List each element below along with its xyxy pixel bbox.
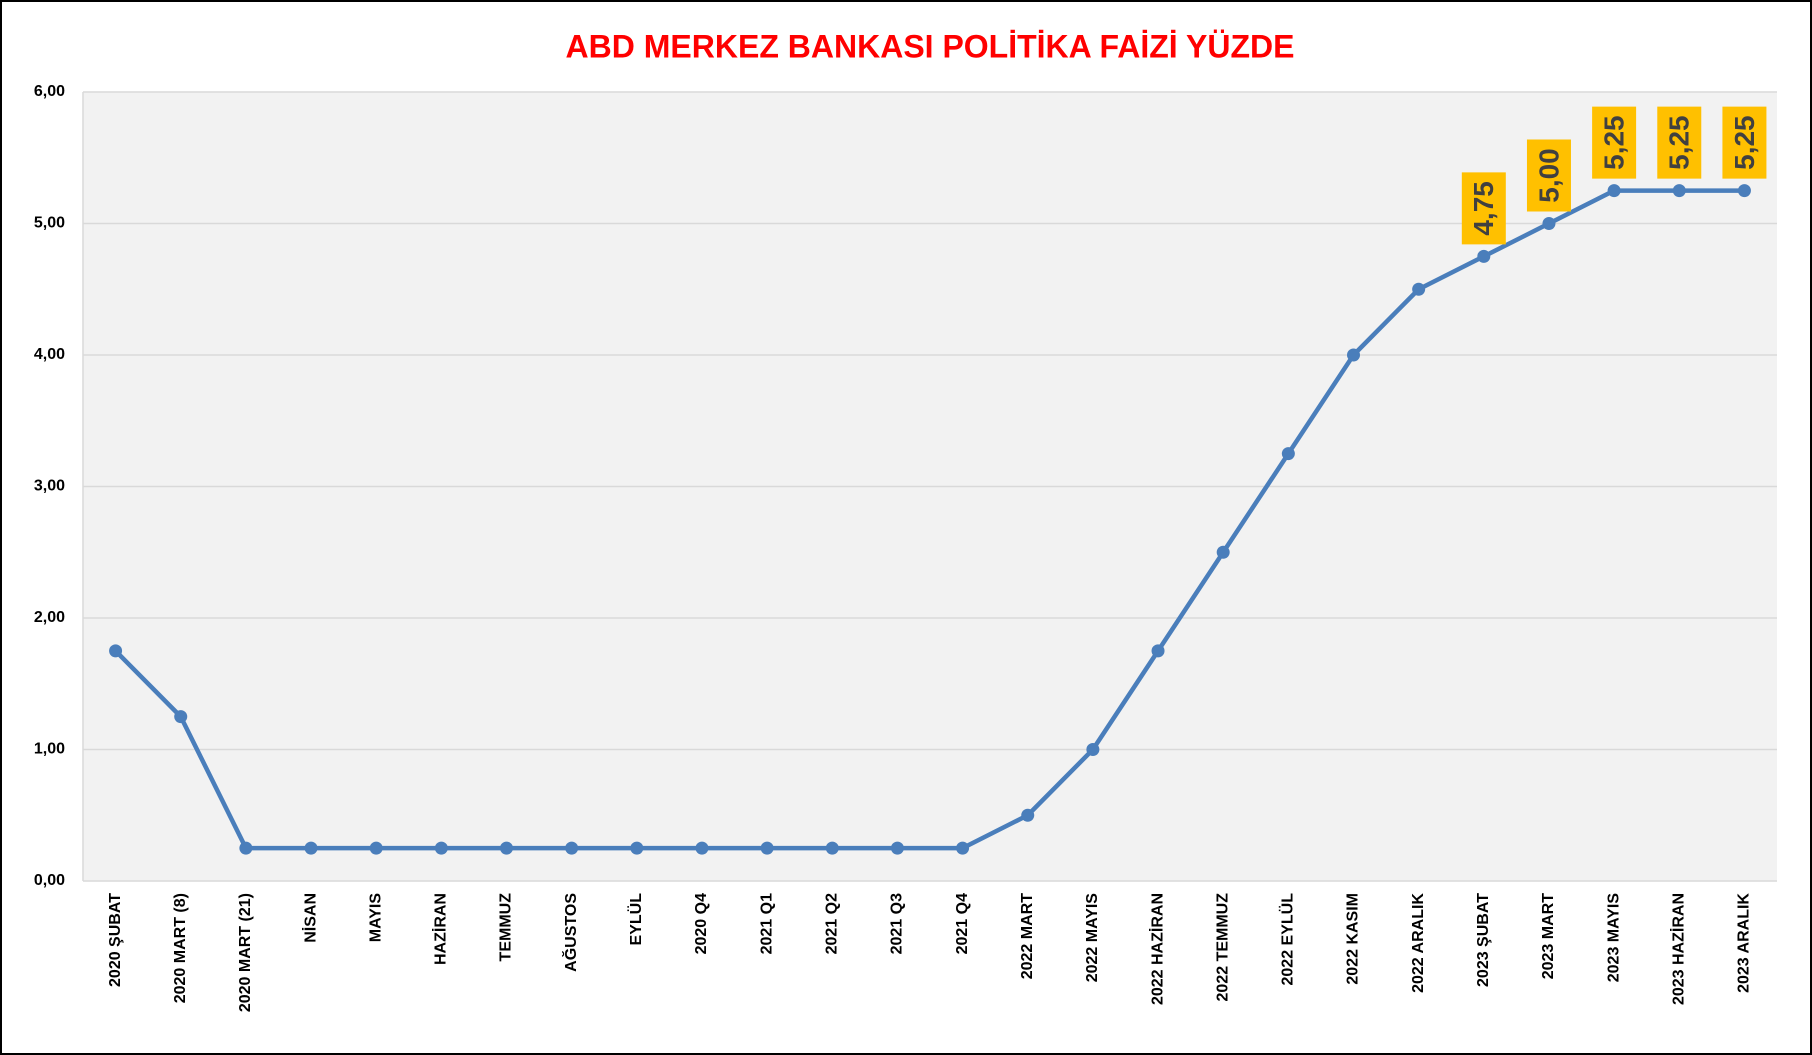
point [1672, 184, 1686, 198]
point [1086, 743, 1100, 756]
point [1737, 184, 1751, 198]
x-tick-label: 2022 ARALIK [1410, 893, 1427, 993]
point [1412, 282, 1426, 296]
x-tick-label: 2022 KASIM [1345, 893, 1362, 985]
line [113, 188, 1745, 851]
point [825, 841, 839, 855]
y-tick-label: 1,00 [34, 741, 65, 758]
x-tick-label: 2023 ARALIK [1736, 893, 1753, 993]
point [109, 644, 123, 658]
y-tick-label: 0,00 [34, 872, 65, 889]
x-tick-label: 2023 MAYIS [1605, 893, 1622, 983]
point [1347, 348, 1360, 362]
point [1151, 644, 1165, 658]
x-tick-label: 2022 MART [1019, 893, 1036, 979]
value-label: 5,00 [1533, 148, 1564, 203]
x-tick-label: 2020 Q4 [693, 893, 710, 954]
x-tick-label: 2022 HAZİRAN [1148, 893, 1166, 1005]
x-tick-label: HAZİRAN [432, 893, 450, 965]
value-label-box [1657, 106, 1702, 179]
x-tick-label: 2022 MAYIS [1084, 893, 1101, 983]
x-tick-label: 2021 Q3 [889, 893, 906, 954]
value-label-box [1592, 106, 1637, 179]
value-label: 5,25 [1664, 115, 1695, 170]
x-tick-label: MAYIS [367, 893, 384, 943]
x-tick-label: 2021 Q2 [823, 893, 840, 954]
x-tick-label: 2020 ŞUBAT [107, 893, 124, 987]
x-tick-label: 2021 Q4 [954, 893, 971, 954]
point [500, 841, 513, 855]
value-label: 5,25 [1729, 115, 1760, 170]
value-label-box [1461, 172, 1506, 245]
y-tick-label: 3,00 [34, 478, 65, 495]
point [1477, 249, 1491, 263]
point [1281, 447, 1295, 461]
x-tick-label: 2022 TEMMUZ [1214, 893, 1231, 1002]
x-tick-label: 2020 MART (8) [172, 893, 189, 1003]
x-tick-label: 2021 Q1 [758, 893, 775, 954]
point [174, 710, 188, 724]
point [239, 841, 253, 855]
x-tick-label: 2022 EYLÜL [1278, 893, 1297, 986]
value-label: 5,25 [1599, 115, 1630, 170]
point [1542, 217, 1556, 230]
x-tick-label: 2023 ŞUBAT [1475, 893, 1492, 987]
point [434, 841, 448, 855]
x-tick-label: NİSAN [301, 893, 319, 943]
point [1021, 808, 1035, 822]
point [369, 841, 383, 855]
point [695, 841, 709, 855]
point [630, 841, 644, 855]
point [1607, 184, 1621, 198]
x-tick-label: 2023 HAZİRAN [1669, 893, 1687, 1005]
x-tick-label: AĞUSTOS [561, 893, 580, 972]
chart-title: ABD MERKEZ BANKASI POLİTİKA FAİZİ YÜZDE [566, 28, 1295, 64]
point [760, 841, 774, 855]
y-tick-label: 4,00 [34, 346, 65, 363]
x-tick-label: 2020 MART (21) [237, 893, 254, 1012]
y-tick-label: 5,00 [34, 215, 65, 232]
point [1216, 545, 1230, 559]
y-tick-label: 2,00 [34, 609, 65, 626]
x-tick-label: EYLÜL [626, 893, 645, 946]
value-label-box [1722, 106, 1767, 179]
x-tick-label: TEMMUZ [498, 893, 515, 962]
point [890, 841, 904, 855]
value-label: 4,75 [1468, 181, 1499, 236]
x-tick-label: 2023 MART [1540, 893, 1557, 979]
point [565, 841, 579, 855]
value-label-box [1526, 139, 1571, 212]
y-tick-label: 6,00 [34, 83, 65, 100]
point [304, 841, 318, 855]
point [956, 841, 970, 855]
